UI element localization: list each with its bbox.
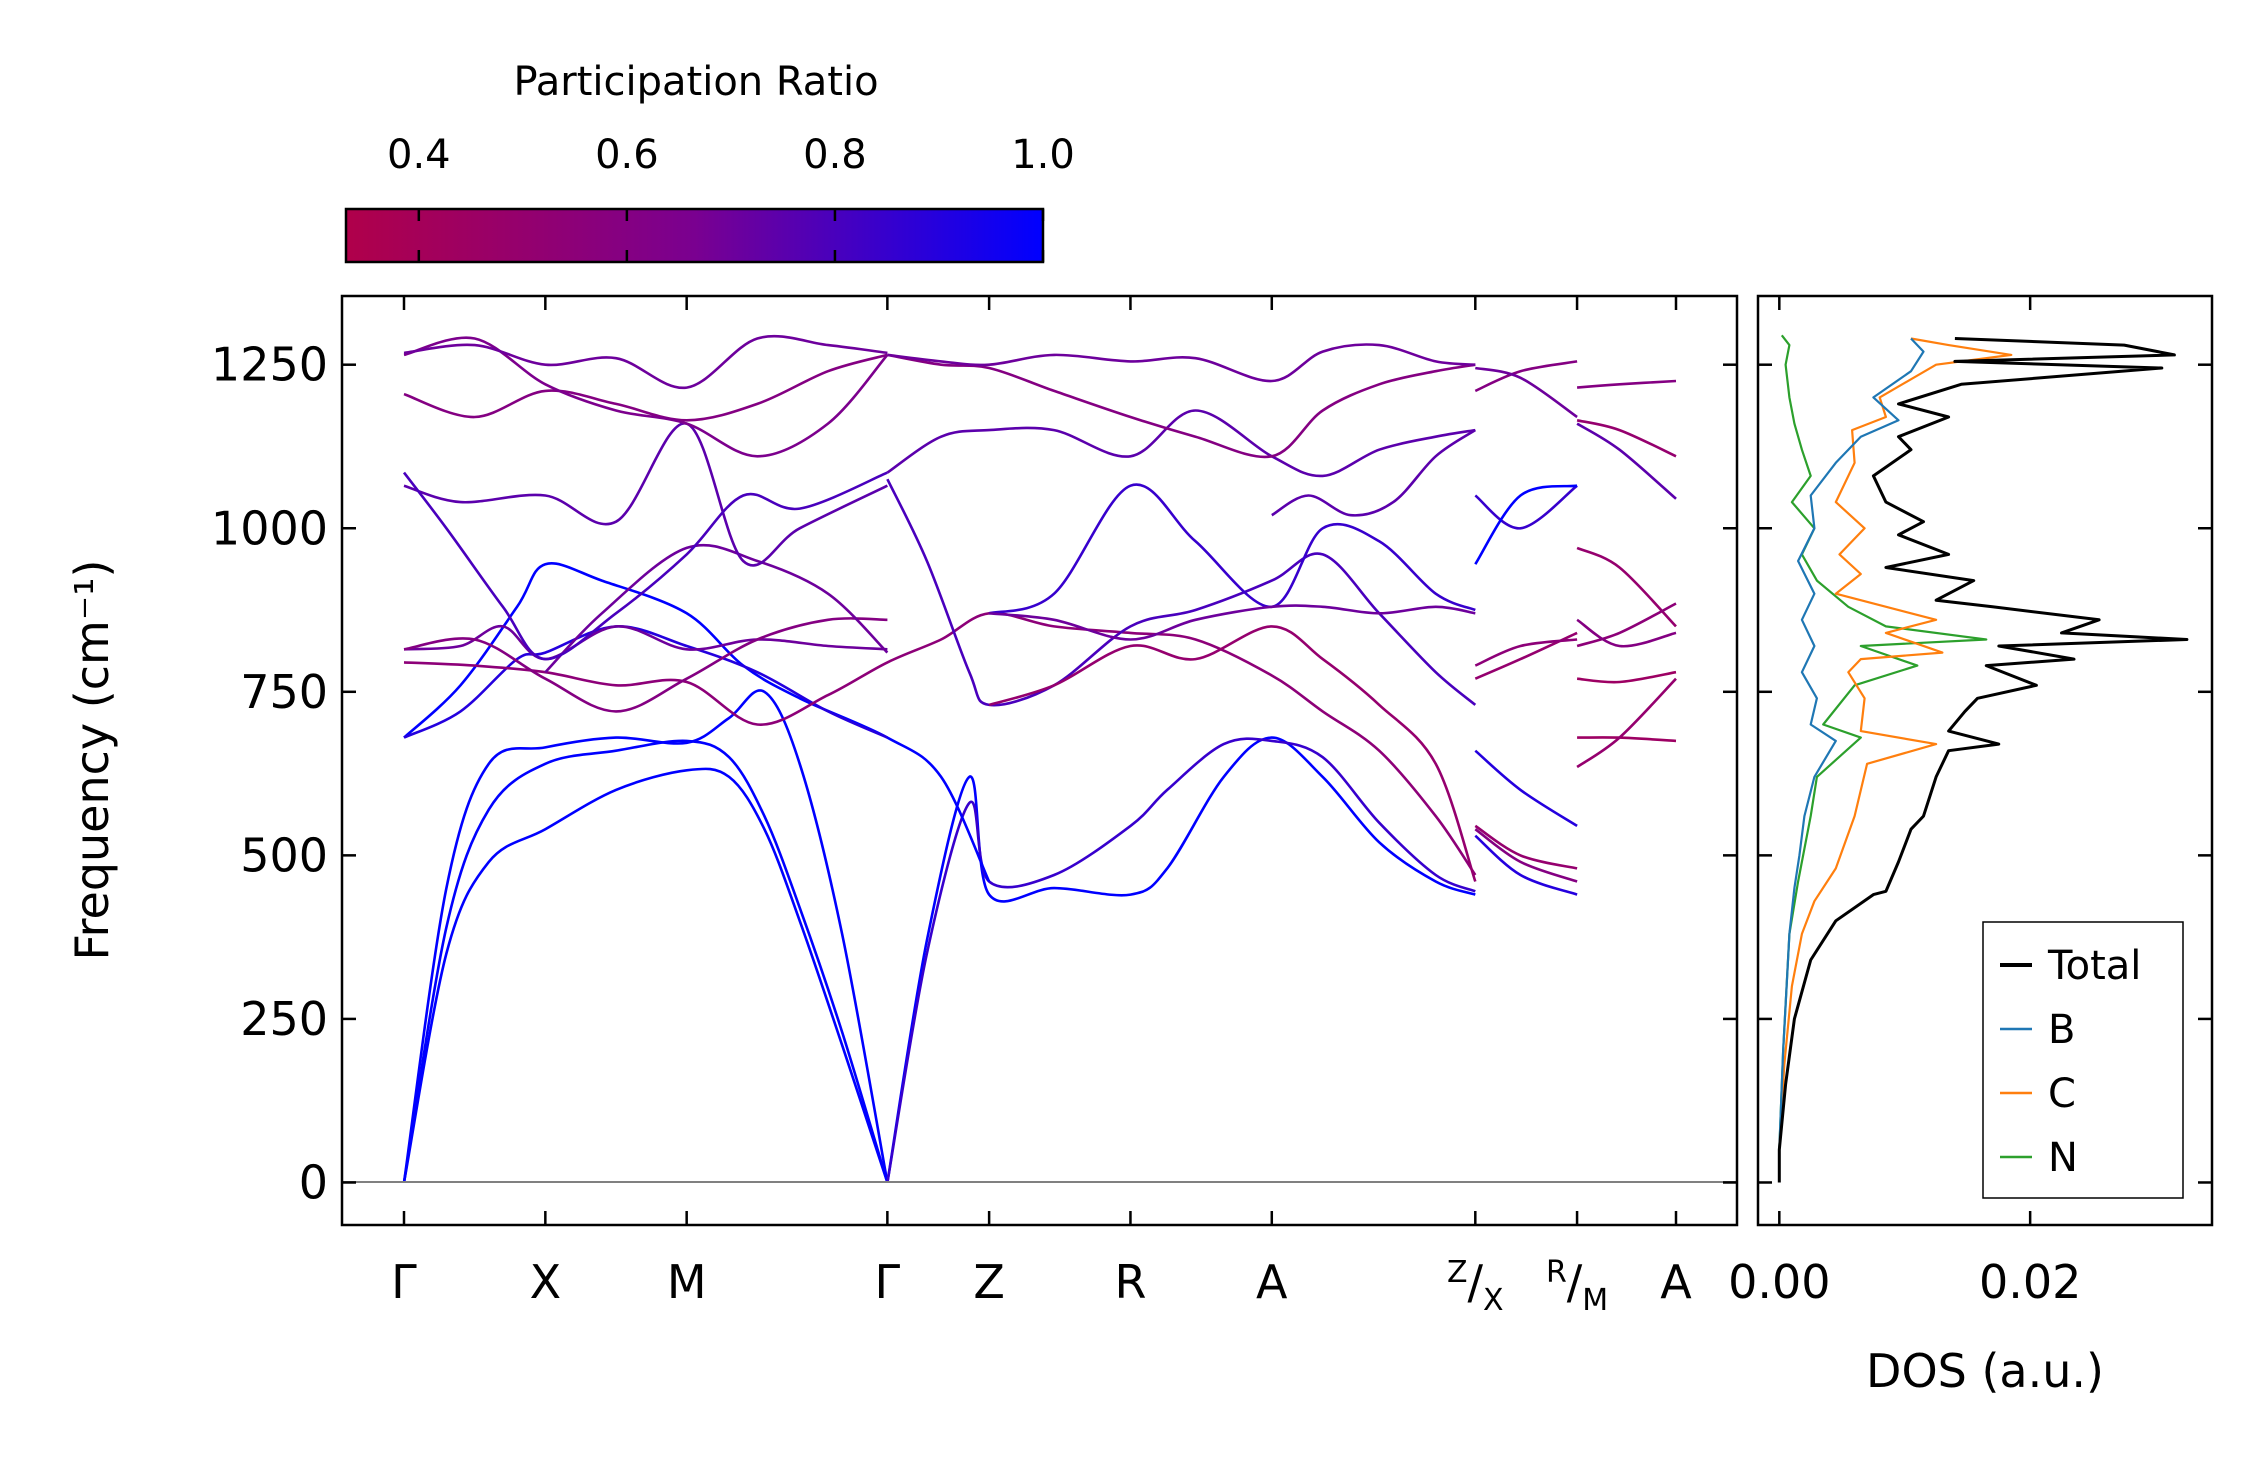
legend-label-b: B	[2048, 1007, 2075, 1053]
band-x-label-A: A	[1256, 1255, 1288, 1309]
band-seg-rm-1	[1576, 379, 1677, 389]
dos-frame	[1756, 294, 2214, 1227]
band-branch-z-470	[886, 737, 1476, 1183]
band-acoustic-1	[402, 689, 889, 1183]
band-opt-z-1220	[887, 353, 1476, 459]
band-acoustic-2	[402, 739, 889, 1183]
band-seg-zx-4	[1474, 484, 1578, 565]
band-seg-rm-6	[1576, 670, 1677, 684]
band-y-tick-label: 0	[299, 1155, 328, 1209]
band-seg-rm-8	[1576, 677, 1677, 769]
band-opt-940	[544, 543, 889, 674]
dos-panel: 0.00 0.02 DOS (a.u.) Total BCN	[1728, 294, 2214, 1398]
dos-x-axis-label: DOS (a.u.)	[1866, 1344, 2104, 1398]
dos-x-ticks: 0.00 0.02	[1728, 296, 2081, 1309]
band-x-ticks: Γ X M Γ Z R A Z/X R/M A	[391, 296, 1692, 1318]
band-y-tick-label: 1000	[211, 501, 328, 555]
band-opt-z-1250	[887, 343, 1476, 383]
colorbar-tick-label: 0.6	[595, 132, 659, 178]
band-frame	[340, 294, 1739, 1227]
band-y-axis-label: Frequency (cm⁻¹)	[65, 560, 119, 961]
band-seg-rm-4	[1576, 546, 1677, 628]
band-x-label-A2: A	[1660, 1255, 1692, 1309]
band-seg-zx-10	[1474, 828, 1578, 883]
legend-label-n: N	[2048, 1135, 2078, 1181]
colorbar-gradient	[344, 207, 1045, 264]
band-x-label-M: M	[667, 1255, 707, 1309]
band-seg-rm-2	[1576, 419, 1677, 458]
band-seg-rm-3	[1576, 422, 1677, 500]
colorbar-tick-label: 0.4	[387, 132, 451, 178]
band-structure-panel: Γ X M Γ Z R A Z/X R/M A 0 250 500 750 1000 1250 Freque…	[65, 294, 1739, 1318]
band-opt-1200	[403, 336, 889, 458]
band-opt-z-840	[988, 625, 1477, 882]
band-opt-680	[403, 562, 991, 883]
band-opt-815	[403, 625, 888, 661]
band-opt-z-1150	[886, 409, 1476, 478]
band-seg-rm-7	[1577, 736, 1677, 743]
dos-y-ticks	[1758, 363, 2212, 1184]
band-opt-830	[403, 617, 888, 713]
dos-line-b	[1778, 337, 1925, 1183]
dos-line-total	[1777, 337, 2189, 1183]
dos-x-tick-label: 0.02	[1979, 1255, 2081, 1309]
band-x-label-RM: R/M	[1546, 1255, 1608, 1318]
band-opt-z-860	[988, 604, 1476, 641]
colorbar-tick-label: 1.0	[1011, 132, 1075, 178]
band-y-tick-label: 250	[240, 992, 328, 1046]
band-acoustic-3	[402, 767, 889, 1183]
band-seg-zx-2	[1475, 366, 1578, 419]
dos-line-n	[1778, 334, 1988, 1183]
band-lines	[402, 334, 1677, 1183]
band-opt-z-1020	[1271, 429, 1477, 517]
colorbar-tick-label: 0.8	[803, 132, 867, 178]
legend-items: Total BCN	[2000, 943, 2141, 1181]
colorbar-ticks: 0.4 0.6 0.8 1.0	[387, 132, 1075, 262]
band-y-tick-label: 1250	[211, 338, 328, 392]
band-y-tick-label: 750	[240, 665, 328, 719]
band-seg-zx-9	[1474, 834, 1578, 896]
band-seg-rm-9	[1576, 618, 1677, 648]
band-seg-zx-5	[1474, 631, 1578, 680]
band-opt-1085	[402, 471, 888, 661]
band-seg-zx-3	[1474, 484, 1578, 530]
band-opt-800	[403, 611, 1477, 876]
band-opt-1270	[403, 334, 888, 389]
band-branch-z-440	[886, 736, 1476, 1183]
band-y-ticks: 0 250 500 750 1000 1250	[211, 338, 1737, 1209]
band-x-label-R: R	[1114, 1255, 1146, 1309]
legend-box	[1982, 921, 2184, 1199]
legend-label-c: C	[2048, 1071, 2076, 1117]
dos-x-tick-label: 0.00	[1728, 1255, 1830, 1309]
band-y-tick-label: 500	[240, 828, 328, 882]
band-x-label-G2: Γ	[875, 1255, 901, 1309]
band-opt-1150	[886, 478, 1477, 707]
colorbar: Participation Ratio 0.4 0.6 0.8 1.0	[344, 59, 1075, 264]
band-opt-1170	[403, 353, 888, 422]
dos-line-c	[1778, 337, 2013, 1183]
band-opt-1050	[403, 422, 888, 567]
band-x-label-ZX: Z/X	[1447, 1255, 1504, 1318]
band-seg-zx-6	[1474, 638, 1578, 667]
band-x-label-G: Γ	[391, 1255, 417, 1309]
legend-label-total: Total	[2047, 943, 2141, 989]
band-seg-rm-5	[1576, 602, 1677, 648]
dos-lines	[1777, 334, 2189, 1183]
colorbar-label: Participation Ratio	[513, 59, 878, 105]
band-x-label-X: X	[530, 1255, 562, 1309]
band-x-label-Z: Z	[973, 1255, 1005, 1309]
band-seg-zx-1	[1474, 360, 1578, 393]
band-seg-zx-8	[1474, 824, 1578, 870]
dos-legend: Total BCN	[1982, 921, 2184, 1199]
band-seg-zx-7	[1474, 749, 1578, 827]
band-opt-z-1060	[988, 483, 1476, 615]
